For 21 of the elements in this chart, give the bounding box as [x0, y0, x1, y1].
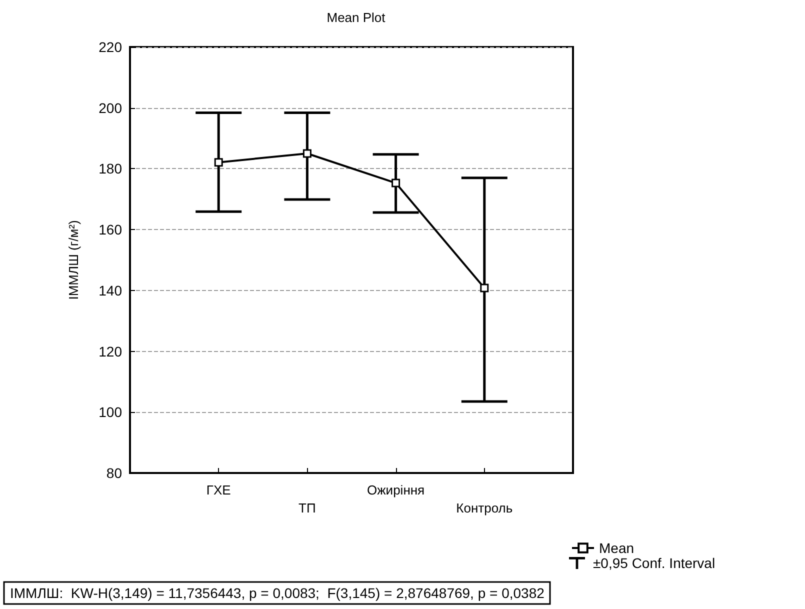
x-tick-label: Ожиріння	[367, 482, 425, 498]
text: ±0,95 Conf. Interval	[593, 555, 716, 571]
chart-title: Mean Plot	[326, 10, 386, 25]
point	[214, 158, 223, 167]
x-tick-label: ТП	[298, 500, 316, 516]
y-tick-label: 200	[98, 100, 122, 116]
point	[392, 178, 400, 188]
y-tick-label: 220	[98, 39, 122, 55]
y-axis-title: ІММЛШ (г/м²)	[66, 220, 81, 300]
text: ІММЛШ: KW-H(3,149) = 11,7356443, p = 0,0083; F(3,145) = 2,87648769, p = 0,0382	[10, 585, 545, 601]
y-tick-label: 100	[98, 404, 122, 420]
y-tick-label: 180	[98, 160, 122, 177]
point	[302, 149, 312, 158]
legend-label: Mean	[599, 540, 634, 556]
y-tick-label: 140	[98, 282, 122, 298]
y-tick-label: 120	[98, 343, 122, 360]
x-tick-label: Контроль	[456, 500, 513, 516]
y-tick-label: 80	[106, 465, 122, 481]
y-tick-label: 160	[98, 222, 122, 238]
x-tick-label: ГХЕ	[206, 482, 232, 498]
point	[480, 284, 489, 292]
